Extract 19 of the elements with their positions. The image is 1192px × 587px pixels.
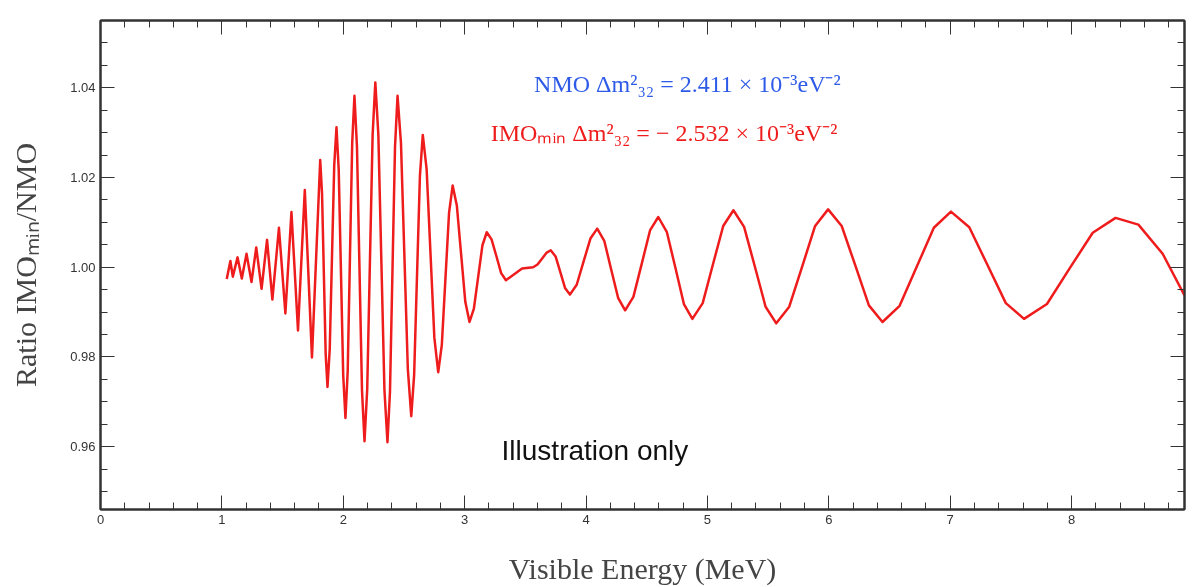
annotation: NMO Δm²₃₂ = 2.411 × 10⁻³eV⁻² <box>534 71 841 98</box>
x-tick-label: 3 <box>461 511 469 527</box>
x-tick-label: 7 <box>946 511 954 527</box>
x-tick-label: 8 <box>1067 511 1076 527</box>
y-tick-label: 0.96 <box>70 439 96 455</box>
annotation: IMOₘᵢₙ Δm²₃₂ = − 2.532 × 10⁻³eV⁻² <box>490 119 838 146</box>
y-tick-label: 1.04 <box>70 80 96 96</box>
y-tick-label: 1.02 <box>70 170 96 186</box>
x-axis-title: Visible Energy (MeV) <box>508 551 777 586</box>
x-tick-label: 2 <box>339 511 347 527</box>
x-tick-label: 5 <box>703 511 712 527</box>
y-tick-label: 0.98 <box>70 349 96 365</box>
annotation: Illustration only <box>501 435 689 467</box>
y-axis-title: Ratio IMOₘᵢₙ/NMO <box>9 142 43 388</box>
x-tick-label: 6 <box>825 511 833 527</box>
x-tick-label: 1 <box>218 511 226 527</box>
x-tick-label: 4 <box>582 511 590 527</box>
y-tick-label: 1.00 <box>70 259 96 275</box>
x-tick-label: 0 <box>96 511 105 527</box>
